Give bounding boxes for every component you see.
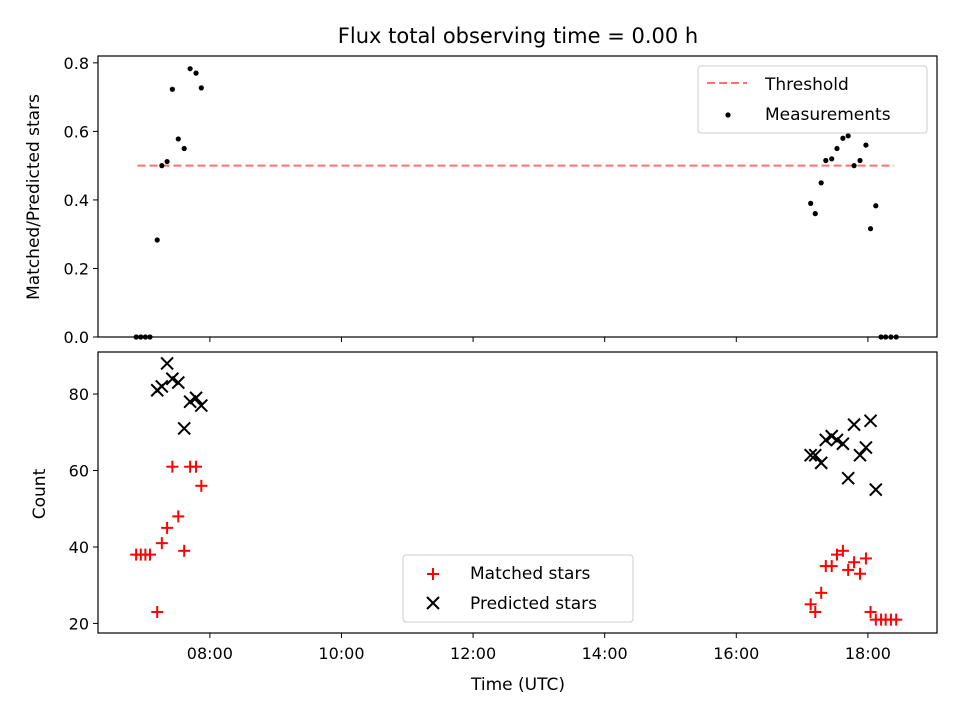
measurement-point bbox=[867, 226, 874, 232]
measurement-point bbox=[193, 70, 199, 76]
matched-point bbox=[836, 544, 849, 557]
legend-matched-label: Matched stars bbox=[470, 564, 590, 584]
legend-predicted-label: Predicted stars bbox=[470, 594, 597, 614]
measurement-point bbox=[169, 86, 175, 92]
top-y-tick-label: 0.0 bbox=[64, 328, 89, 347]
measurement-point bbox=[175, 136, 181, 142]
predicted-point bbox=[171, 375, 185, 390]
predicted-point bbox=[830, 433, 844, 447]
matched-point bbox=[809, 605, 822, 618]
predicted-point bbox=[863, 414, 878, 428]
measurement-point bbox=[812, 211, 818, 217]
matched-point bbox=[854, 567, 867, 580]
predicted-point bbox=[177, 421, 191, 436]
matched-point bbox=[195, 479, 208, 492]
measurement-point bbox=[845, 133, 851, 139]
bottom-y-tick-label: 80 bbox=[69, 385, 89, 404]
x-tick-label: 14:00 bbox=[582, 644, 628, 663]
x-tick-label: 18:00 bbox=[845, 644, 891, 663]
measurement-point bbox=[818, 180, 824, 186]
chart-title: Flux total observing time = 0.00 h bbox=[338, 24, 698, 48]
measurement-point bbox=[154, 237, 160, 243]
bottom-plot-panel: 20 40 60 80 08:00 10:00 12:00 14:00 16:00 18:00 C… bbox=[30, 351, 938, 695]
predicted-point bbox=[183, 394, 197, 409]
top-plot-panel: 0.00.20.40.60.8 Matched/Predicted stars … bbox=[24, 54, 938, 347]
measurement-point bbox=[198, 85, 204, 91]
matched-point bbox=[825, 560, 838, 573]
legend-measurements-label: Measurements bbox=[765, 105, 891, 125]
matched-point bbox=[804, 598, 817, 611]
measurement-point bbox=[181, 145, 187, 152]
matched-point bbox=[815, 586, 828, 599]
measurement-point bbox=[823, 157, 829, 164]
predicted-point bbox=[853, 448, 867, 462]
top-y-tick-label: 0.4 bbox=[64, 191, 89, 210]
matched-point bbox=[166, 460, 179, 473]
bottom-y-axis-label: Count bbox=[30, 468, 50, 519]
predicted-point bbox=[165, 372, 180, 386]
matched-point bbox=[190, 460, 203, 473]
measurement-point bbox=[863, 142, 869, 148]
top-y-tick-label: 0.8 bbox=[64, 54, 89, 73]
x-tick-label: 12:00 bbox=[450, 644, 496, 663]
top-legend-box bbox=[697, 65, 928, 134]
legend-threshold-label: Threshold bbox=[764, 75, 849, 95]
measurement-point bbox=[808, 200, 814, 206]
predicted-point bbox=[847, 417, 861, 432]
matched-point bbox=[178, 544, 191, 557]
predicted-point bbox=[160, 356, 174, 371]
matched-point bbox=[155, 537, 168, 550]
x-axis-label: Time (UTC) bbox=[470, 675, 565, 695]
predicted-point bbox=[194, 398, 209, 413]
predicted-point bbox=[819, 433, 833, 447]
predicted-point bbox=[841, 471, 855, 485]
matched-point bbox=[161, 521, 174, 534]
bottom-y-tick-label: 60 bbox=[69, 462, 89, 481]
measurement-point bbox=[840, 135, 846, 141]
legend-measurements-swatch bbox=[725, 112, 731, 118]
legend-matched-swatch bbox=[427, 568, 439, 580]
measurement-point bbox=[164, 158, 170, 165]
predicted-point bbox=[859, 440, 873, 455]
predicted-stars-series bbox=[150, 356, 883, 497]
matched-point bbox=[864, 605, 877, 618]
matched-point bbox=[842, 563, 855, 576]
predicted-point bbox=[836, 437, 850, 451]
top-y-tick-label: 0.6 bbox=[64, 122, 89, 141]
matched-point bbox=[890, 613, 903, 626]
matched-point bbox=[848, 556, 861, 569]
matched-point bbox=[143, 548, 156, 561]
predicted-point bbox=[803, 448, 818, 462]
top-legend: Threshold Measurements bbox=[697, 65, 928, 134]
bottom-legend-box bbox=[402, 554, 634, 623]
top-y-tick-label: 0.2 bbox=[64, 259, 89, 278]
predicted-point bbox=[814, 456, 828, 470]
matched-point bbox=[859, 552, 872, 565]
bottom-plot-frame bbox=[97, 351, 938, 634]
predicted-point bbox=[189, 391, 203, 405]
x-tick-label: 16:00 bbox=[713, 644, 759, 663]
bottom-legend: Matched stars Predicted stars bbox=[402, 554, 634, 623]
measurement-point bbox=[834, 145, 840, 152]
top-plot-frame bbox=[97, 55, 938, 338]
legend-predicted-swatch bbox=[426, 596, 440, 610]
x-tick-label: 10:00 bbox=[318, 644, 364, 663]
measurement-point bbox=[159, 163, 165, 169]
matched-point bbox=[172, 510, 185, 523]
measurement-point bbox=[187, 66, 193, 72]
measurement-point bbox=[873, 203, 879, 209]
measurement-point bbox=[829, 156, 835, 162]
predicted-point bbox=[869, 482, 883, 497]
bottom-y-tick-label: 20 bbox=[69, 614, 89, 633]
x-tick-label: 08:00 bbox=[187, 644, 233, 663]
top-y-axis-label: Matched/Predicted stars bbox=[24, 94, 44, 300]
measurement-point bbox=[857, 157, 863, 164]
bottom-y-tick-label: 40 bbox=[69, 538, 89, 557]
predicted-point bbox=[808, 448, 822, 462]
measurement-point bbox=[851, 163, 857, 169]
matched-point bbox=[151, 605, 164, 618]
predicted-point bbox=[155, 379, 169, 394]
matched-stars-series bbox=[130, 460, 903, 626]
